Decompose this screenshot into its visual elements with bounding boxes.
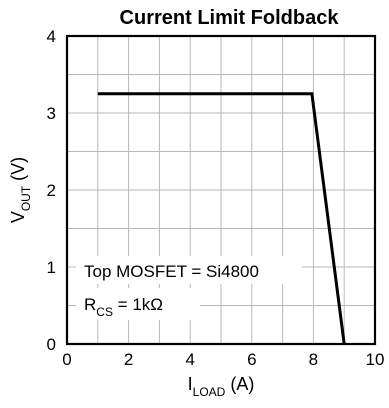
- x-tick-label: 8: [309, 350, 318, 369]
- annotation-rcs: RCS = 1kΩ: [84, 295, 163, 319]
- x-axis-label-sub: LOAD: [193, 385, 226, 399]
- annotation-rcs-main: R: [84, 295, 96, 314]
- x-axis-label-unit: (A): [225, 374, 254, 394]
- y-tick-label: 0: [47, 335, 56, 354]
- y-axis-label: VOUT (V): [8, 157, 33, 223]
- plot-frame: [65, 34, 377, 346]
- chart-title: Current Limit Foldback: [120, 7, 340, 29]
- annotation-box-1: [76, 256, 302, 284]
- y-tick-label: 1: [47, 258, 56, 277]
- x-tick-label: 2: [124, 350, 133, 369]
- y-axis-label-sub: OUT: [19, 185, 33, 211]
- annotation-mosfet: Top MOSFET = Si4800: [84, 262, 259, 281]
- y-axis-label-main: V: [8, 211, 28, 223]
- y-axis-label-unit: (V): [8, 157, 28, 186]
- annotation-rcs-rest: = 1kΩ: [113, 295, 163, 314]
- y-tick-label: 2: [47, 181, 56, 200]
- x-axis-label: ILOAD (A): [188, 374, 255, 399]
- series-layer: [97, 92, 346, 345]
- x-tick-label: 4: [185, 350, 194, 369]
- series-line: [97, 92, 346, 345]
- annotation-box-2: [76, 288, 200, 320]
- x-tick-label: 0: [62, 350, 71, 369]
- y-tick-labels: 0 1 2 3 4: [47, 27, 56, 354]
- annotation-rcs-sub: CS: [96, 305, 113, 319]
- x-tick-label: 6: [247, 350, 256, 369]
- y-tick-label: 3: [47, 104, 56, 123]
- x-tick-labels: 0 2 4 6 8 10: [62, 350, 384, 369]
- y-tick-label: 4: [47, 27, 56, 46]
- x-axis-label-main: I: [188, 374, 193, 394]
- x-tick-label: 10: [366, 350, 385, 369]
